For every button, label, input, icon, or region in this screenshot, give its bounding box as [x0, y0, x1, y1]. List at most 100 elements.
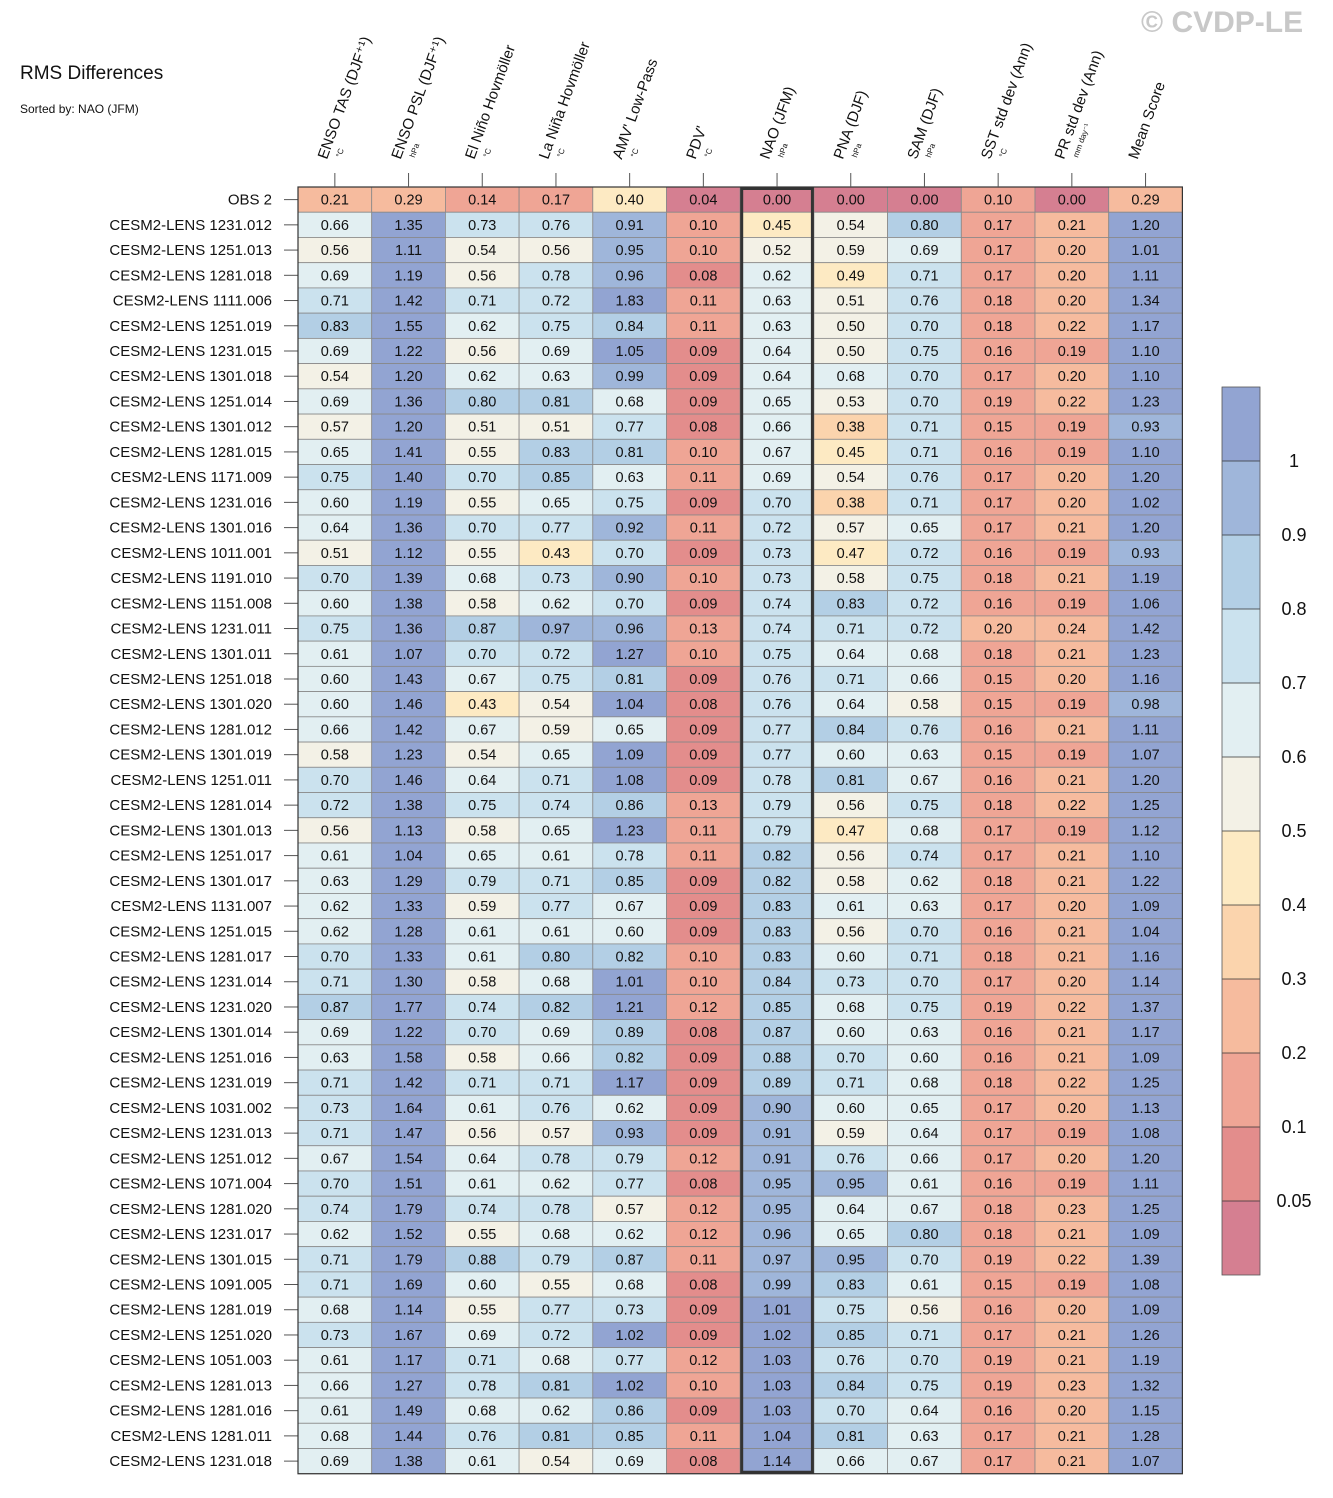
- cell-value: 0.56: [468, 268, 496, 284]
- heatmap-cell: [592, 211, 667, 238]
- cell-value: 1.23: [394, 748, 422, 764]
- cell-value: 0.76: [763, 697, 791, 713]
- heatmap-cell: [960, 1094, 1036, 1121]
- cell-value: 0.19: [1058, 697, 1086, 713]
- cell-value: 0.16: [984, 596, 1012, 612]
- cell-value: 0.62: [321, 1227, 349, 1243]
- cell-value: 0.23: [1058, 1378, 1086, 1394]
- cell-value: 0.18: [984, 874, 1012, 890]
- cell-value: 0.23: [1058, 1202, 1086, 1218]
- heatmap-cell: [518, 287, 594, 314]
- cell-value: 0.95: [616, 243, 644, 259]
- cell-value: 0.14: [468, 193, 496, 209]
- heatmap-cell: [887, 413, 962, 440]
- colorbar-label: 0.05: [1276, 1191, 1311, 1211]
- cell-value: 0.60: [837, 1101, 865, 1117]
- heatmap-cell: [666, 993, 741, 1020]
- cell-value: 0.17: [984, 899, 1012, 915]
- cell-value: 0.65: [468, 849, 496, 865]
- cell-value: 0.18: [984, 1202, 1012, 1218]
- cell-value: 0.62: [321, 899, 349, 915]
- heatmap-cell: [813, 590, 889, 617]
- heatmap-cell: [887, 388, 962, 415]
- heatmap-cell: [1034, 766, 1110, 793]
- cell-value: 0.16: [984, 773, 1012, 789]
- cell-value: 1.01: [763, 1303, 791, 1319]
- cell-value: 0.21: [1058, 1328, 1086, 1344]
- heatmap-cell: [592, 716, 667, 743]
- heatmap-cell: [1034, 1246, 1110, 1273]
- heatmap-cell: [371, 1019, 446, 1046]
- heatmap-cell: [518, 388, 594, 415]
- heatmap-cell: [518, 1195, 594, 1222]
- cell-value: 0.76: [542, 218, 570, 234]
- cell-value: 0.83: [763, 899, 791, 915]
- heatmap-cell: [371, 1170, 446, 1197]
- heatmap-cell: [371, 1145, 446, 1172]
- cell-value: 0.16: [984, 1404, 1012, 1420]
- cell-value: 0.75: [910, 798, 938, 814]
- heatmap-cell: [444, 1296, 520, 1323]
- cell-value: 0.87: [468, 622, 496, 638]
- heatmap-cell: [813, 665, 889, 692]
- row-label: CESM2-LENS 1251.014: [109, 393, 272, 410]
- column-unit: °C: [555, 147, 567, 159]
- heatmap-cell: [960, 1221, 1036, 1248]
- cell-value: 0.75: [837, 1303, 865, 1319]
- cell-value: 1.51: [394, 1177, 422, 1193]
- cell-value: 0.68: [468, 1404, 496, 1420]
- heatmap-cell: [297, 867, 373, 894]
- heatmap-cell: [297, 691, 373, 718]
- cell-value: 0.71: [321, 1126, 349, 1142]
- row-label: CESM2-LENS 1051.003: [109, 1352, 272, 1369]
- cell-value: 0.72: [321, 798, 349, 814]
- heatmap-cell: [887, 1347, 962, 1374]
- cell-value: 0.75: [910, 1378, 938, 1394]
- cell-value: 1.04: [394, 849, 422, 865]
- cell-value: 0.63: [321, 1050, 349, 1066]
- cell-value: 0.54: [837, 470, 865, 486]
- cell-value: 0.97: [542, 622, 570, 638]
- cell-value: 0.09: [689, 495, 717, 511]
- cell-value: 0.75: [910, 571, 938, 587]
- cell-value: 0.68: [321, 1303, 349, 1319]
- cell-value: 0.09: [689, 369, 717, 385]
- cell-value: 0.68: [910, 1076, 938, 1092]
- heatmap-cell: [1108, 287, 1183, 314]
- cell-value: 0.10: [689, 975, 717, 991]
- cell-value: 0.70: [910, 394, 938, 410]
- cell-value: 0.21: [1058, 773, 1086, 789]
- row-label: CESM2-LENS 1281.011: [111, 1428, 272, 1445]
- heatmap-cell: [371, 665, 446, 692]
- cell-value: 0.98: [1131, 697, 1159, 713]
- cell-value: 0.57: [542, 1126, 570, 1142]
- heatmap-cell: [1108, 893, 1183, 920]
- cell-value: 0.68: [837, 369, 865, 385]
- cell-value: 1.10: [1131, 849, 1159, 865]
- cell-value: 0.18: [984, 950, 1012, 966]
- cell-value: 0.70: [910, 1353, 938, 1369]
- cell-value: 0.17: [984, 1151, 1012, 1167]
- heatmap-cell: [887, 1044, 962, 1071]
- cell-value: 0.66: [321, 722, 349, 738]
- cell-value: 0.61: [542, 924, 570, 940]
- cell-value: 0.12: [689, 1151, 717, 1167]
- cell-value: 1.55: [394, 319, 422, 335]
- cell-value: 0.22: [1058, 394, 1086, 410]
- heatmap-cell: [518, 918, 594, 945]
- heatmap-cell: [297, 1044, 373, 1071]
- cell-value: 1.39: [1131, 1252, 1159, 1268]
- cell-value: 1.16: [1131, 672, 1159, 688]
- cell-value: 1.43: [394, 672, 422, 688]
- cell-value: 0.19: [1058, 420, 1086, 436]
- heatmap-cell: [1108, 993, 1183, 1020]
- heatmap-cell: [1034, 489, 1110, 516]
- row-label: CESM2-LENS 1231.014: [109, 974, 272, 991]
- cell-value: 1.36: [394, 622, 422, 638]
- cell-value: 0.72: [910, 596, 938, 612]
- colorbar-label: 0.1: [1281, 1117, 1306, 1137]
- cell-value: 1.02: [616, 1328, 644, 1344]
- cell-value: 1.17: [1131, 319, 1159, 335]
- cell-value: 0.64: [468, 773, 496, 789]
- heatmap-cell: [960, 640, 1036, 667]
